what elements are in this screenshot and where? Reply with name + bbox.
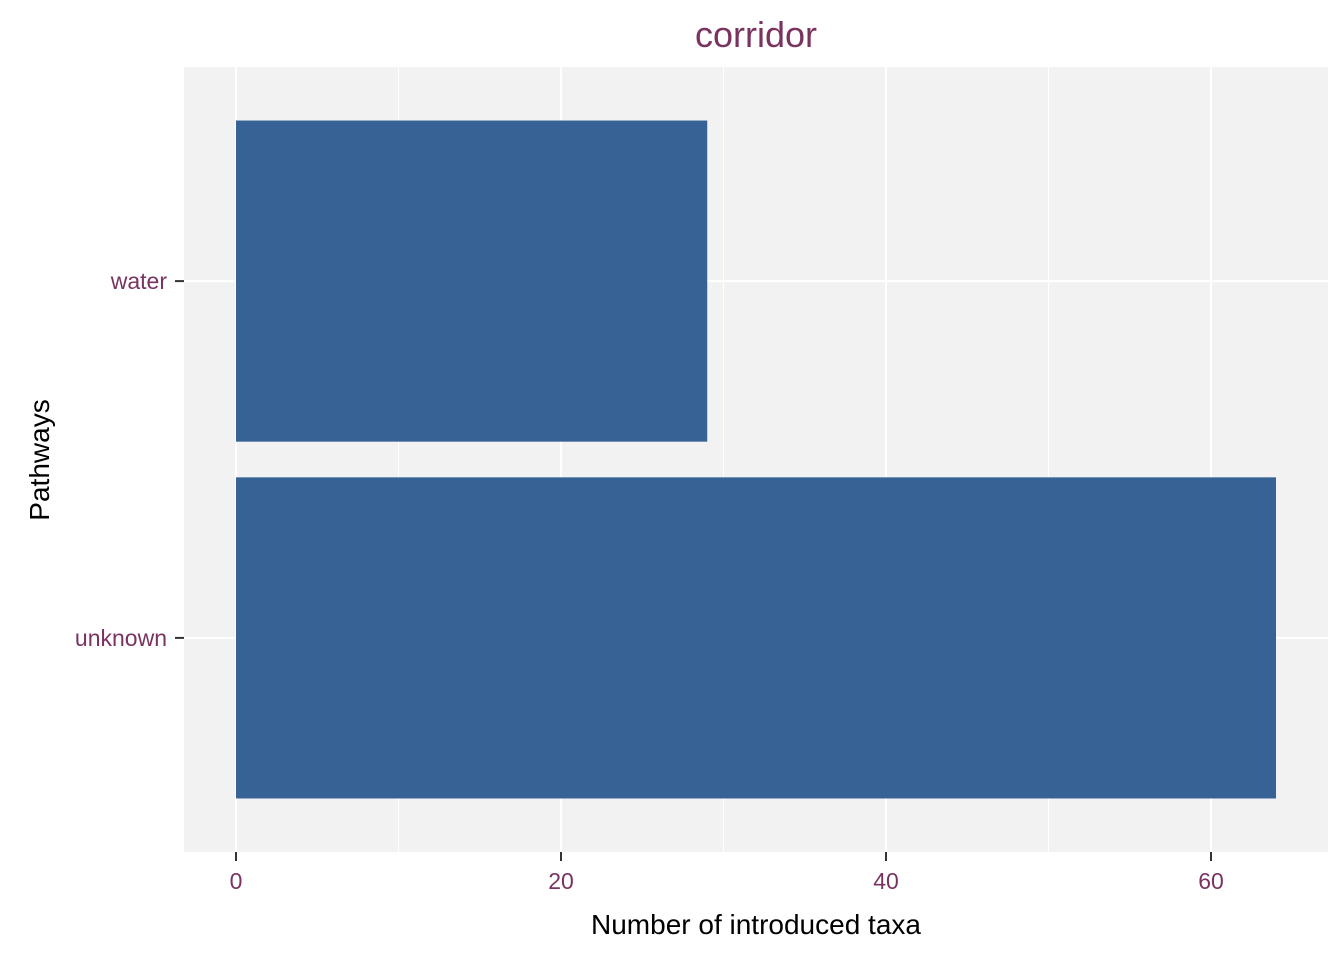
x-tick-label: 20 (548, 868, 574, 894)
bar-unknown (236, 477, 1276, 799)
y-axis: water unknown (75, 268, 184, 651)
y-tick-label: unknown (75, 625, 167, 651)
bars (236, 120, 1276, 799)
chart-title: corridor (695, 14, 817, 55)
x-axis-title: Number of introduced taxa (591, 909, 921, 940)
x-axis: 0 20 40 60 (230, 852, 1224, 894)
y-tick-label: water (110, 268, 168, 294)
bar-water (236, 120, 708, 442)
y-axis-title: Pathways (24, 399, 55, 520)
x-tick-label: 0 (230, 868, 243, 894)
x-tick-label: 40 (873, 868, 899, 894)
x-tick-label: 60 (1198, 868, 1224, 894)
